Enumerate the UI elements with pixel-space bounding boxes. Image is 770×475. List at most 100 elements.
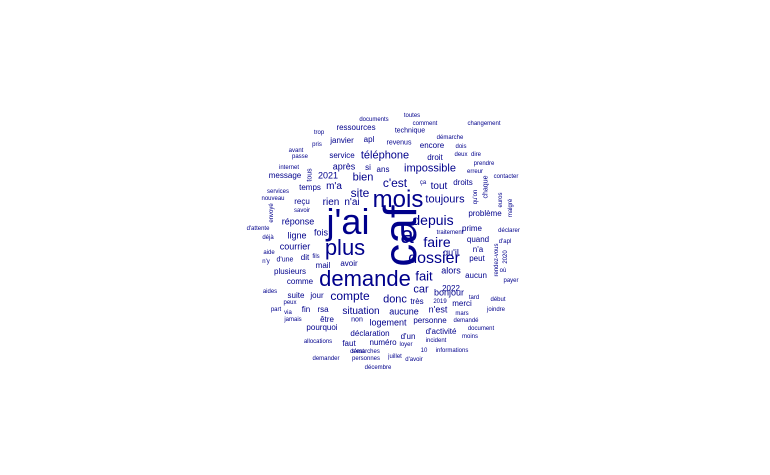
word-8: faire	[423, 234, 451, 250]
word-26: n'ai	[344, 197, 360, 208]
word-41: revenus	[386, 139, 412, 147]
word-89: avant	[288, 148, 304, 154]
word-21: réponse	[281, 216, 315, 227]
word-105: jamais	[284, 317, 302, 323]
word-99: aide	[263, 250, 275, 256]
word-65: faut	[342, 339, 356, 348]
word-123: début	[490, 297, 506, 303]
word-42: technique	[394, 127, 426, 135]
word-90: passe	[291, 154, 309, 160]
word-12: site	[350, 186, 370, 200]
word-85: démarche	[436, 135, 464, 141]
word-5: a	[400, 222, 414, 249]
word-136: euros	[498, 192, 504, 208]
word-7: depuis	[412, 212, 454, 228]
word-49: ans	[376, 165, 390, 174]
word-106: allocations	[303, 339, 333, 345]
word-94: services	[266, 189, 290, 195]
word-62: rsa	[317, 305, 329, 314]
word-60: jour	[310, 291, 324, 300]
word-11: c'est	[382, 176, 408, 190]
word-118: moins	[461, 334, 479, 340]
word-86: dois	[455, 144, 467, 150]
word-44: droit	[427, 153, 443, 162]
word-15: car	[413, 283, 429, 296]
word-131: ça	[419, 180, 427, 186]
word-126: payer	[503, 278, 519, 284]
word-121: mars	[455, 311, 469, 317]
word-135: malgré	[508, 198, 514, 218]
word-137: envoyé	[269, 203, 275, 223]
word-113: d'avoir	[405, 357, 423, 363]
word-10: compte	[330, 289, 370, 303]
word-77: non	[351, 316, 363, 324]
word-139: 2020	[503, 250, 509, 264]
word-108: démarches	[350, 349, 380, 355]
word-140: qu'on	[473, 189, 479, 205]
word-81: changement	[467, 121, 501, 127]
word-25: rien	[322, 197, 340, 208]
word-75: problème	[468, 209, 502, 218]
word-125: 2019	[433, 299, 447, 305]
word-100: n'y	[262, 259, 270, 265]
word-83: trop	[313, 130, 325, 136]
word-91: prendre	[473, 161, 495, 167]
word-97: d'attente	[246, 226, 270, 232]
word-43: encore	[419, 141, 445, 150]
word-95: nouveau	[261, 196, 285, 202]
word-96: savoir	[293, 208, 311, 214]
word-71: quand	[466, 235, 490, 244]
word-119: document	[467, 326, 495, 332]
word-115: informations	[435, 348, 469, 354]
word-63: être	[320, 315, 334, 324]
word-18: tout	[430, 181, 448, 192]
word-117: loyer	[399, 342, 413, 348]
word-61: fin	[301, 305, 311, 314]
word-54: dit	[300, 253, 310, 262]
word-1: j'ai	[326, 201, 370, 242]
word-93: internet	[278, 165, 300, 171]
word-46: temps	[299, 183, 321, 192]
word-28: ligne	[287, 230, 307, 241]
word-111: juillet	[388, 354, 402, 360]
word-114: 10	[420, 348, 428, 354]
word-68: personne	[413, 316, 447, 325]
word-130: traitement	[436, 230, 464, 236]
word-67: merci	[452, 299, 472, 308]
word-32: qu'il	[443, 247, 459, 258]
word-37: n'est	[428, 304, 448, 315]
word-29: fois	[313, 227, 329, 238]
word-84: pris	[312, 142, 322, 148]
word-39: numéro	[369, 338, 397, 347]
word-57: plusieurs	[273, 267, 307, 276]
word-88: dire	[470, 152, 482, 158]
word-129: déclarer	[498, 228, 520, 234]
word-64: pourquoi	[306, 323, 338, 332]
word-103: part	[270, 307, 282, 313]
word-34: 2022	[442, 284, 460, 293]
word-51: janvier	[330, 136, 354, 145]
word-133: tous	[306, 168, 314, 182]
word-36: très	[410, 297, 424, 306]
word-45: droits	[453, 178, 473, 187]
word-48: si	[365, 163, 371, 172]
word-38: déclaration	[350, 329, 390, 338]
word-87: deux	[454, 152, 468, 158]
word-6: dossier	[408, 250, 460, 267]
word-33: bonjour	[433, 287, 465, 298]
word-35: alors	[441, 265, 461, 276]
word-9: fait	[415, 268, 433, 284]
word-82: contacter	[493, 174, 519, 180]
word-120: demandé	[453, 318, 479, 324]
word-31: 2021	[317, 170, 339, 181]
word-14: impossible	[404, 162, 456, 175]
word-66: d'activité	[425, 327, 457, 336]
word-109: personnes	[351, 356, 381, 362]
word-27: courrier	[279, 241, 311, 252]
word-76: d'une	[276, 256, 294, 264]
word-127: où	[499, 268, 507, 274]
word-53: reçu	[294, 197, 310, 206]
word-20: téléphone	[360, 149, 410, 162]
word-24: logement	[369, 317, 407, 328]
